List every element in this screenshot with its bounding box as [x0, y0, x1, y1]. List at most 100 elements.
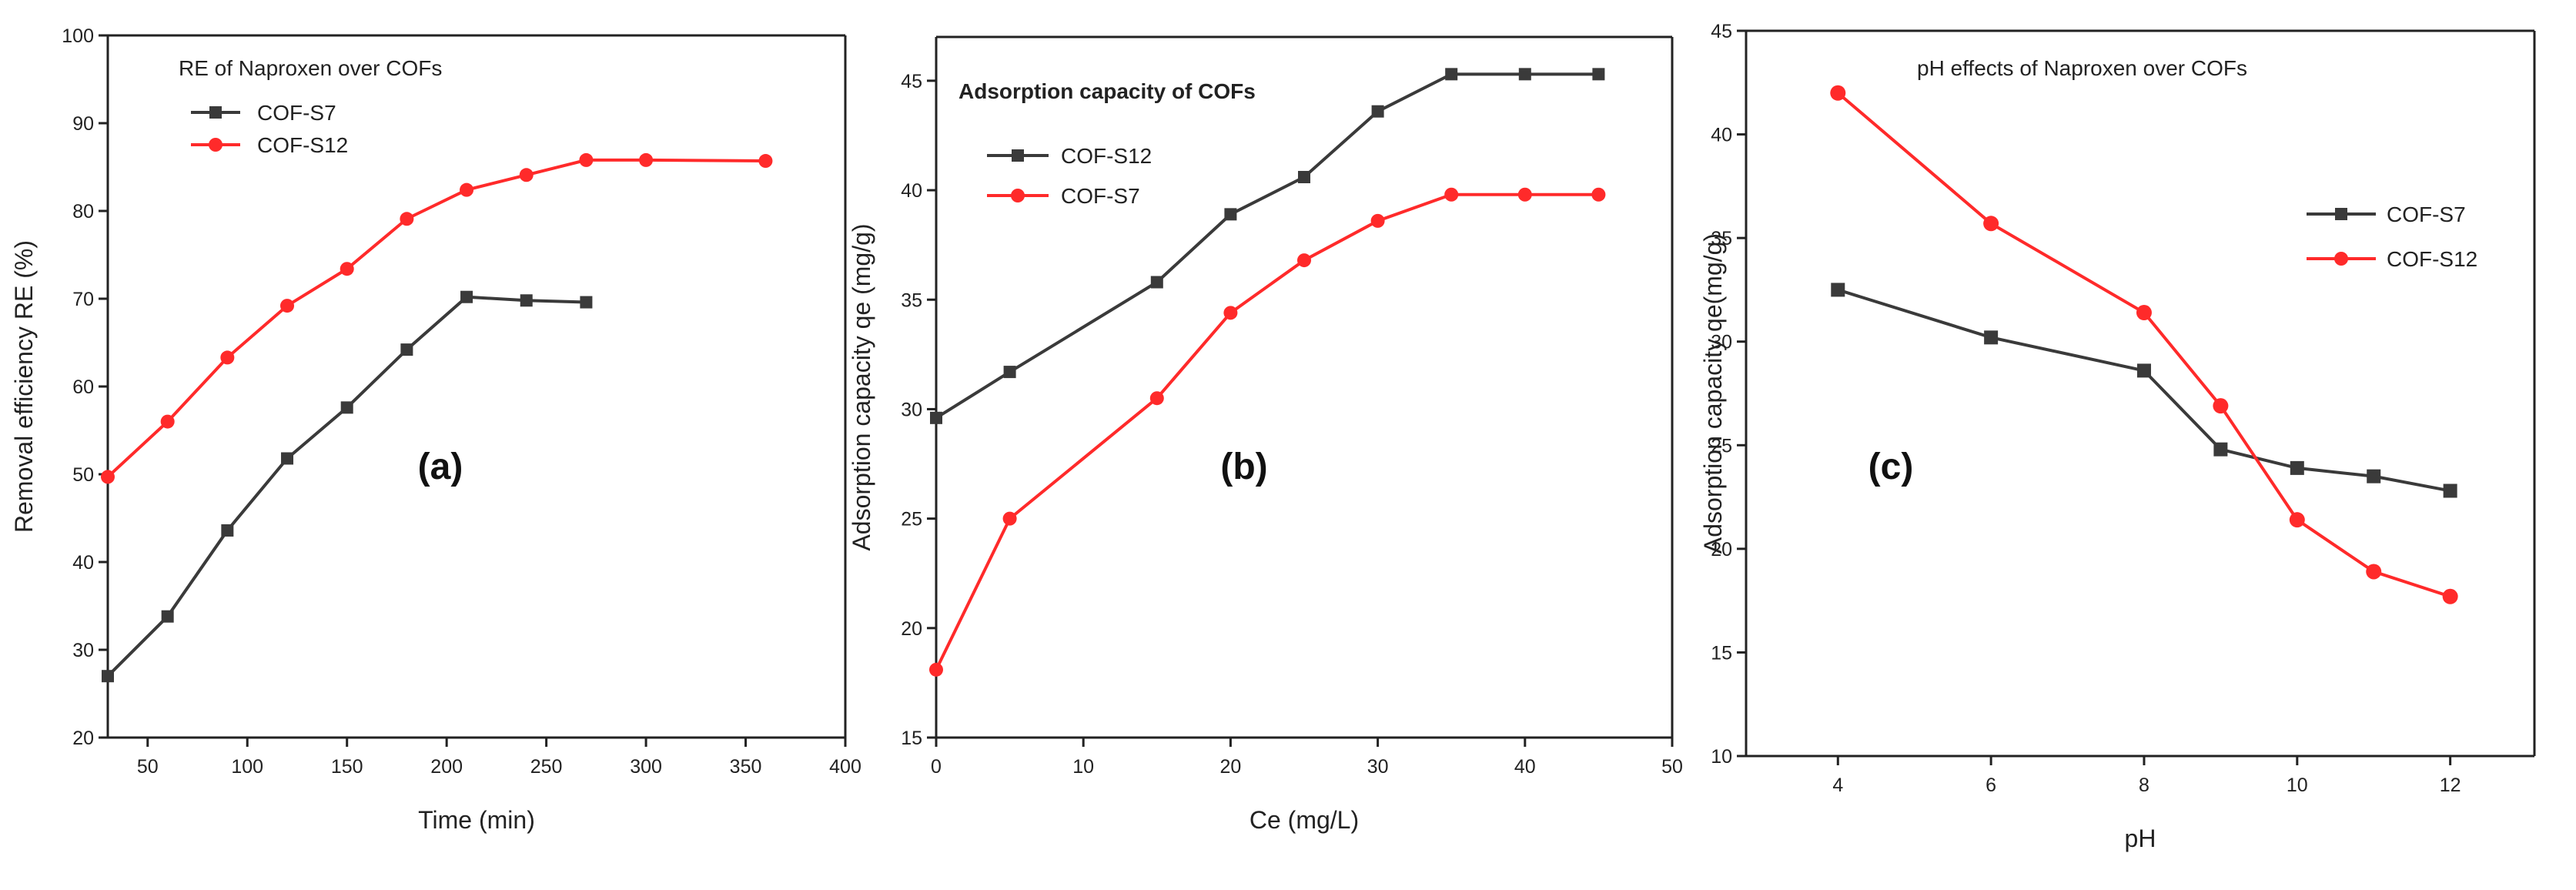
data-point — [2289, 512, 2305, 528]
data-point — [1003, 366, 1016, 379]
y-tick-label: 90 — [72, 113, 94, 135]
data-point — [1518, 68, 1531, 81]
panel-label: (c) — [1868, 447, 1914, 487]
x-tick-label: 6 — [1986, 775, 1996, 796]
data-point — [1370, 213, 1385, 228]
y-axis-title: Adsorption capacity qe(mg/g) — [1699, 233, 1727, 554]
data-point — [1983, 216, 1999, 232]
data-point — [1223, 306, 1238, 320]
y-tick-label: 40 — [1711, 125, 1732, 146]
x-tick-label: 10 — [1072, 756, 1094, 778]
data-point — [758, 154, 773, 169]
data-point — [930, 411, 942, 424]
y-tick-label: 20 — [901, 618, 922, 640]
x-axis-title: pH — [2125, 825, 2156, 852]
x-tick-label: 10 — [2287, 775, 2308, 796]
x-tick-label: 350 — [730, 756, 762, 778]
data-point — [1150, 276, 1163, 289]
data-point — [1371, 105, 1384, 118]
data-point — [2136, 363, 2151, 378]
data-point — [579, 152, 594, 167]
chart-title: pH effects of Naproxen over COFs — [1917, 56, 2247, 80]
x-tick-label: 300 — [630, 756, 662, 778]
data-point — [281, 452, 294, 465]
data-point — [519, 168, 534, 182]
series-cof-s12 — [930, 68, 1605, 424]
y-tick-label: 30 — [1711, 332, 1732, 353]
data-point — [102, 670, 114, 683]
series-cof-s7 — [929, 187, 1606, 677]
data-point — [221, 524, 234, 537]
chart-panel-b: 15 20 25 30 35 40 45 0 10 20 30 40 50 Ce (mg/L) Adsorp… — [848, 35, 1683, 834]
data-point — [1002, 511, 1017, 526]
legend-label: COF-S12 — [2387, 247, 2477, 271]
y-tick-label: 10 — [1711, 746, 1732, 768]
series-cof-s12 — [1830, 85, 2458, 604]
data-point — [1984, 330, 1999, 345]
x-tick-label: 50 — [1661, 756, 1683, 778]
legend-marker — [2335, 208, 2347, 220]
legend: COF-S7 COF-S12 — [2307, 202, 2477, 271]
x-axis-title: Time (min) — [418, 806, 535, 834]
series-line — [935, 72, 1599, 420]
y-tick-label: 35 — [901, 289, 922, 311]
data-point — [1444, 187, 1459, 202]
y-tick-label: 60 — [72, 376, 94, 398]
data-point — [2366, 564, 2382, 580]
series-cof-s7 — [102, 290, 593, 683]
y-tick-label: 25 — [901, 509, 922, 530]
data-point — [340, 401, 353, 414]
y-tick-label: 15 — [901, 728, 922, 749]
legend-marker — [209, 106, 222, 119]
legend-label: COF-S7 — [1061, 184, 1140, 208]
legend-label: COF-S7 — [257, 101, 336, 125]
series-line — [1837, 92, 2451, 598]
y-tick-label: 35 — [1711, 228, 1732, 249]
legend-label: COF-S12 — [1061, 144, 1152, 168]
y-tick-label: 40 — [72, 552, 94, 574]
series-line — [106, 295, 587, 678]
x-tick-label: 40 — [1514, 756, 1536, 778]
x-tick-label: 20 — [1219, 756, 1241, 778]
y-tick-label: 80 — [72, 201, 94, 222]
legend-label: COF-S7 — [2387, 202, 2466, 226]
data-point — [1224, 208, 1237, 221]
y-tick-label: 30 — [72, 640, 94, 661]
y-tick-label: 70 — [72, 289, 94, 310]
legend: COF-S7 COF-S12 — [191, 101, 348, 157]
y-tick-label: 30 — [901, 399, 922, 420]
series-cof-s12 — [101, 152, 773, 484]
chart-title: RE of Naproxen over COFs — [179, 56, 442, 80]
data-point — [460, 290, 473, 303]
y-tick-label: 25 — [1711, 435, 1732, 457]
y-tick-label: 45 — [901, 71, 922, 92]
data-point — [400, 343, 413, 356]
panel-label: (a) — [418, 447, 463, 487]
legend-marker — [1011, 189, 1025, 202]
panel-label: (b) — [1220, 447, 1267, 487]
x-tick-label: 30 — [1367, 756, 1389, 778]
data-point — [161, 610, 174, 623]
data-point — [101, 470, 115, 484]
x-tick-label: 4 — [1832, 775, 1843, 796]
data-point — [2367, 469, 2381, 483]
data-point — [400, 212, 414, 226]
data-point — [520, 294, 533, 307]
data-point — [2136, 305, 2152, 321]
series-line — [106, 158, 766, 478]
series-cof-s7 — [1831, 283, 2457, 498]
series-line — [935, 192, 1599, 671]
y-tick-label: 20 — [72, 728, 94, 749]
data-point — [2442, 588, 2458, 604]
data-point — [1445, 68, 1458, 81]
data-point — [280, 299, 295, 313]
x-tick-label: 150 — [331, 756, 363, 778]
x-tick-label: 0 — [931, 756, 942, 778]
legend-label: COF-S12 — [257, 133, 348, 157]
data-point — [340, 262, 354, 276]
legend-marker — [1012, 149, 1024, 162]
x-axis-title: Ce (mg/L) — [1250, 806, 1359, 834]
data-point — [1517, 187, 1532, 202]
legend: COF-S12 COF-S7 — [987, 144, 1152, 208]
